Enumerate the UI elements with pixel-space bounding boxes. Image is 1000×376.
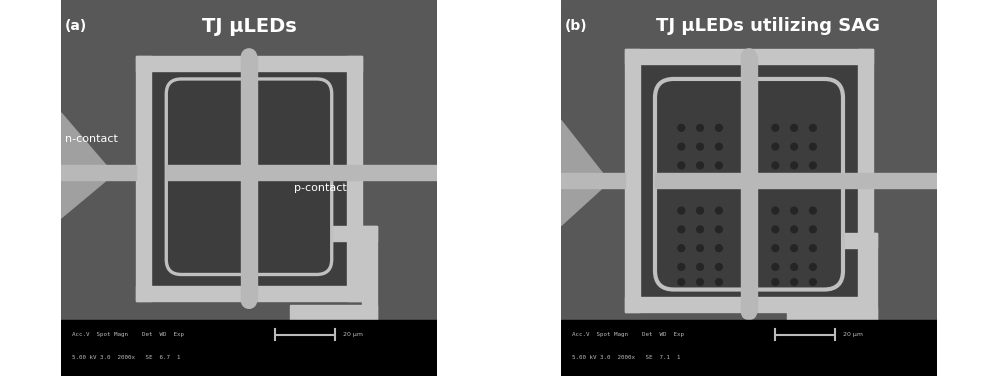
Circle shape [772, 124, 779, 131]
Bar [858, 49, 873, 312]
Circle shape [741, 49, 757, 64]
Text: Acc.V  Spot Magn    Det  WD  Exp: Acc.V Spot Magn Det WD Exp [72, 332, 184, 337]
Text: 20 μm: 20 μm [843, 332, 863, 337]
Circle shape [772, 264, 779, 270]
Circle shape [678, 162, 685, 169]
Circle shape [241, 49, 257, 64]
FancyBboxPatch shape [655, 79, 843, 290]
Circle shape [697, 264, 704, 270]
Circle shape [716, 162, 722, 169]
Circle shape [810, 226, 816, 233]
Bar [561, 320, 937, 376]
Bar [136, 56, 151, 301]
Circle shape [810, 279, 816, 285]
Circle shape [772, 226, 779, 233]
Text: TJ μLEDs utilizing SAG: TJ μLEDs utilizing SAG [656, 17, 880, 35]
Circle shape [716, 207, 722, 214]
Bar [625, 49, 873, 64]
Circle shape [791, 226, 798, 233]
Bar [151, 71, 347, 286]
Circle shape [678, 207, 685, 214]
Circle shape [772, 143, 779, 150]
Circle shape [716, 143, 722, 150]
Bar [787, 308, 877, 323]
Circle shape [716, 264, 722, 270]
Text: (a): (a) [65, 19, 87, 33]
Bar [362, 226, 377, 320]
Text: 5.00 kV 3.0  2000x   SE  7.1  1: 5.00 kV 3.0 2000x SE 7.1 1 [572, 355, 681, 360]
Bar [625, 49, 640, 312]
Polygon shape [61, 113, 106, 218]
Circle shape [697, 207, 704, 214]
Text: n-contact: n-contact [65, 134, 118, 144]
Circle shape [810, 143, 816, 150]
Bar [655, 173, 937, 188]
Bar [290, 226, 377, 241]
Circle shape [810, 245, 816, 252]
Circle shape [791, 124, 798, 131]
Text: 20 μm: 20 μm [343, 332, 363, 337]
Circle shape [791, 245, 798, 252]
Text: Acc.V  Spot Magn    Det  WD  Exp: Acc.V Spot Magn Det WD Exp [572, 332, 684, 337]
Bar [136, 56, 362, 71]
Bar [61, 320, 437, 376]
Circle shape [678, 143, 685, 150]
Circle shape [678, 264, 685, 270]
Circle shape [810, 124, 816, 131]
Circle shape [810, 207, 816, 214]
Bar [61, 165, 136, 180]
Circle shape [678, 226, 685, 233]
Circle shape [791, 143, 798, 150]
Circle shape [678, 245, 685, 252]
Circle shape [716, 124, 722, 131]
Circle shape [716, 279, 722, 285]
Bar [787, 233, 877, 248]
Text: 5.00 kV 3.0  2000x   SE  6.7  1: 5.00 kV 3.0 2000x SE 6.7 1 [72, 355, 181, 360]
Bar [241, 56, 257, 301]
Circle shape [772, 207, 779, 214]
Bar [290, 305, 377, 320]
Circle shape [697, 226, 704, 233]
Bar [561, 173, 625, 188]
Circle shape [697, 162, 704, 169]
Bar [166, 165, 437, 180]
Circle shape [241, 293, 257, 308]
Circle shape [791, 207, 798, 214]
Circle shape [697, 279, 704, 285]
Bar [741, 56, 757, 312]
Bar [640, 64, 858, 297]
Bar [625, 297, 873, 312]
Circle shape [772, 162, 779, 169]
Text: (b): (b) [565, 19, 587, 33]
Polygon shape [561, 120, 602, 226]
Text: p-contact: p-contact [294, 183, 347, 193]
Circle shape [697, 245, 704, 252]
Circle shape [716, 245, 722, 252]
Bar [136, 286, 362, 301]
Circle shape [697, 143, 704, 150]
Circle shape [791, 279, 798, 285]
Circle shape [741, 305, 757, 320]
Bar [862, 233, 877, 323]
Circle shape [810, 162, 816, 169]
Circle shape [678, 279, 685, 285]
Bar [347, 56, 362, 301]
Circle shape [678, 124, 685, 131]
FancyBboxPatch shape [166, 79, 332, 274]
Circle shape [697, 124, 704, 131]
Circle shape [791, 264, 798, 270]
Circle shape [810, 264, 816, 270]
Circle shape [716, 226, 722, 233]
Circle shape [791, 162, 798, 169]
Circle shape [772, 279, 779, 285]
Text: TJ μLEDs: TJ μLEDs [202, 17, 296, 36]
Circle shape [772, 245, 779, 252]
